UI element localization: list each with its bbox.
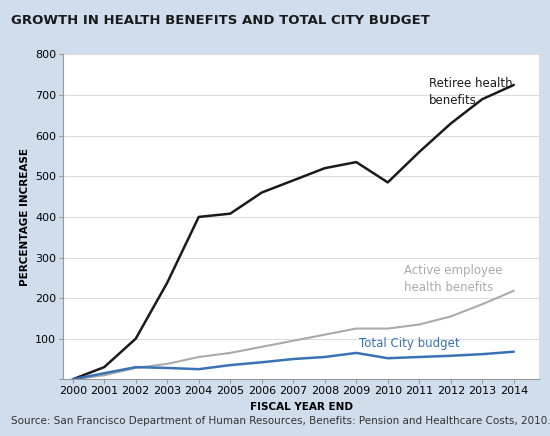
Text: Source: San Francisco Department of Human Resources, Benefits: Pension and Healt: Source: San Francisco Department of Huma… [11, 416, 550, 426]
Y-axis label: PERCENTAGE INCREASE: PERCENTAGE INCREASE [20, 148, 30, 286]
Text: Retiree health
benefits: Retiree health benefits [429, 77, 513, 107]
Text: Active employee
health benefits: Active employee health benefits [404, 264, 502, 293]
Text: GROWTH IN HEALTH BENEFITS AND TOTAL CITY BUDGET: GROWTH IN HEALTH BENEFITS AND TOTAL CITY… [11, 14, 430, 27]
X-axis label: FISCAL YEAR END: FISCAL YEAR END [250, 402, 353, 412]
Text: Total City budget: Total City budget [359, 337, 460, 350]
